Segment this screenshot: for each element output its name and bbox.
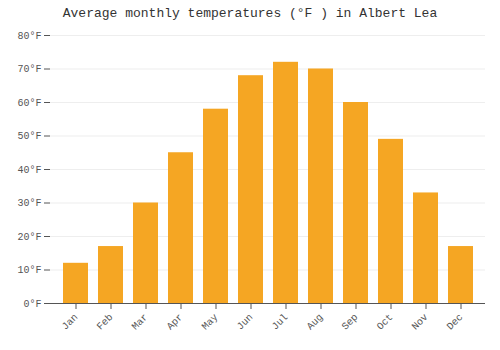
svg-text:30°F: 30°F bbox=[17, 198, 41, 209]
svg-text:Jul: Jul bbox=[270, 312, 291, 333]
svg-text:10°F: 10°F bbox=[17, 265, 41, 276]
svg-text:70°F: 70°F bbox=[17, 64, 41, 75]
svg-text:Jun: Jun bbox=[235, 312, 256, 333]
svg-text:50°F: 50°F bbox=[17, 131, 41, 142]
svg-text:May: May bbox=[200, 312, 221, 333]
svg-text:Aug: Aug bbox=[305, 312, 326, 333]
svg-text:Dec: Dec bbox=[445, 312, 466, 333]
svg-text:Apr: Apr bbox=[165, 312, 186, 333]
svg-text:60°F: 60°F bbox=[17, 98, 41, 109]
svg-text:Jan: Jan bbox=[60, 312, 81, 333]
html-text:Average monthly temperatures (: Average monthly temperatures (°F ) in Al… bbox=[62, 6, 438, 21]
svg-text:20°F: 20°F bbox=[17, 232, 41, 243]
svg-text:40°F: 40°F bbox=[17, 165, 41, 176]
svg-text:Mar: Mar bbox=[130, 312, 151, 333]
svg-text:Feb: Feb bbox=[95, 312, 116, 333]
svg-text:0°F: 0°F bbox=[23, 299, 41, 310]
svg-text:Nov: Nov bbox=[410, 312, 431, 333]
svg-text:80°F: 80°F bbox=[17, 31, 41, 42]
svg-text:Sep: Sep bbox=[340, 312, 361, 333]
svg-text:Oct: Oct bbox=[375, 312, 396, 333]
